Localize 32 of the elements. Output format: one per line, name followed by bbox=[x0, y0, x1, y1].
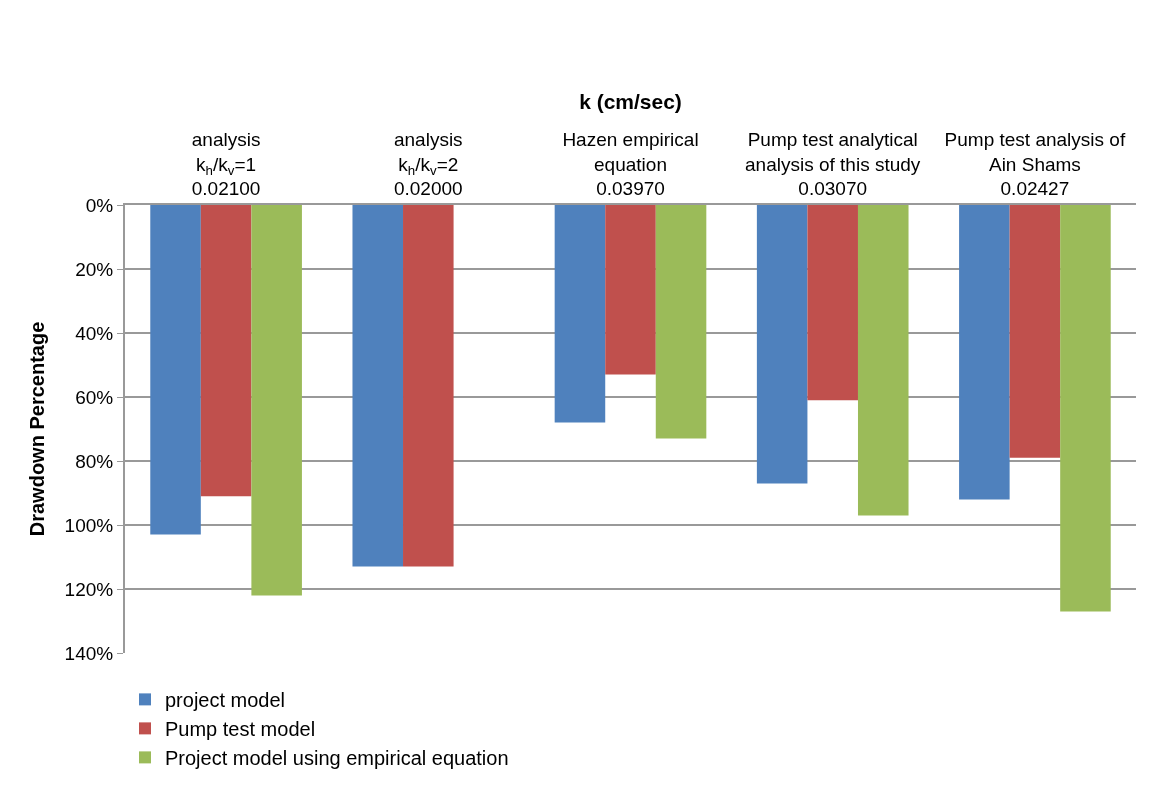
y-tick-label: 40% bbox=[75, 322, 114, 344]
y-tick-label: 60% bbox=[75, 386, 114, 408]
x-tick-label: analysis k$_{h}$/k$_{v}$=1 0.02100 bbox=[191, 129, 261, 200]
bar bbox=[655, 205, 707, 439]
bar bbox=[352, 205, 404, 567]
bar bbox=[150, 205, 201, 535]
legend-label: Pump test model bbox=[165, 718, 316, 741]
bar bbox=[756, 205, 808, 484]
bar bbox=[807, 205, 858, 401]
y-tick-label: 0% bbox=[85, 194, 114, 216]
bar bbox=[251, 205, 302, 596]
x-tick-label: analysis k$_{h}$/k$_{v}$=2 0.02000 bbox=[393, 129, 463, 200]
x-tick-label: Pump test analytical analysis of this study 0.03070 bbox=[745, 129, 921, 200]
bar bbox=[1060, 205, 1111, 612]
bar bbox=[959, 205, 1010, 500]
x-axis-title: k (cm/sec) bbox=[579, 89, 682, 113]
y-axis-title: Drawdown Percentage bbox=[25, 321, 48, 537]
bar bbox=[1009, 205, 1061, 458]
x-tick-label: Hazen empirical equation 0.03970 bbox=[562, 129, 699, 200]
y-tick-label: 140% bbox=[64, 642, 114, 664]
bar bbox=[605, 205, 656, 375]
y-tick-label: 80% bbox=[75, 450, 114, 472]
bar bbox=[403, 205, 454, 567]
y-tick-label: 20% bbox=[75, 258, 114, 280]
bar bbox=[554, 205, 606, 423]
y-tick-label: 120% bbox=[64, 578, 114, 600]
x-tick-label: Pump test analysis of Ain Shams 0.02427 bbox=[944, 129, 1126, 200]
bar bbox=[857, 205, 909, 516]
legend-label: project model bbox=[165, 689, 286, 712]
y-tick-label: 100% bbox=[64, 514, 114, 536]
legend-label: Project model using empirical equation bbox=[165, 747, 509, 770]
bar bbox=[200, 205, 252, 497]
